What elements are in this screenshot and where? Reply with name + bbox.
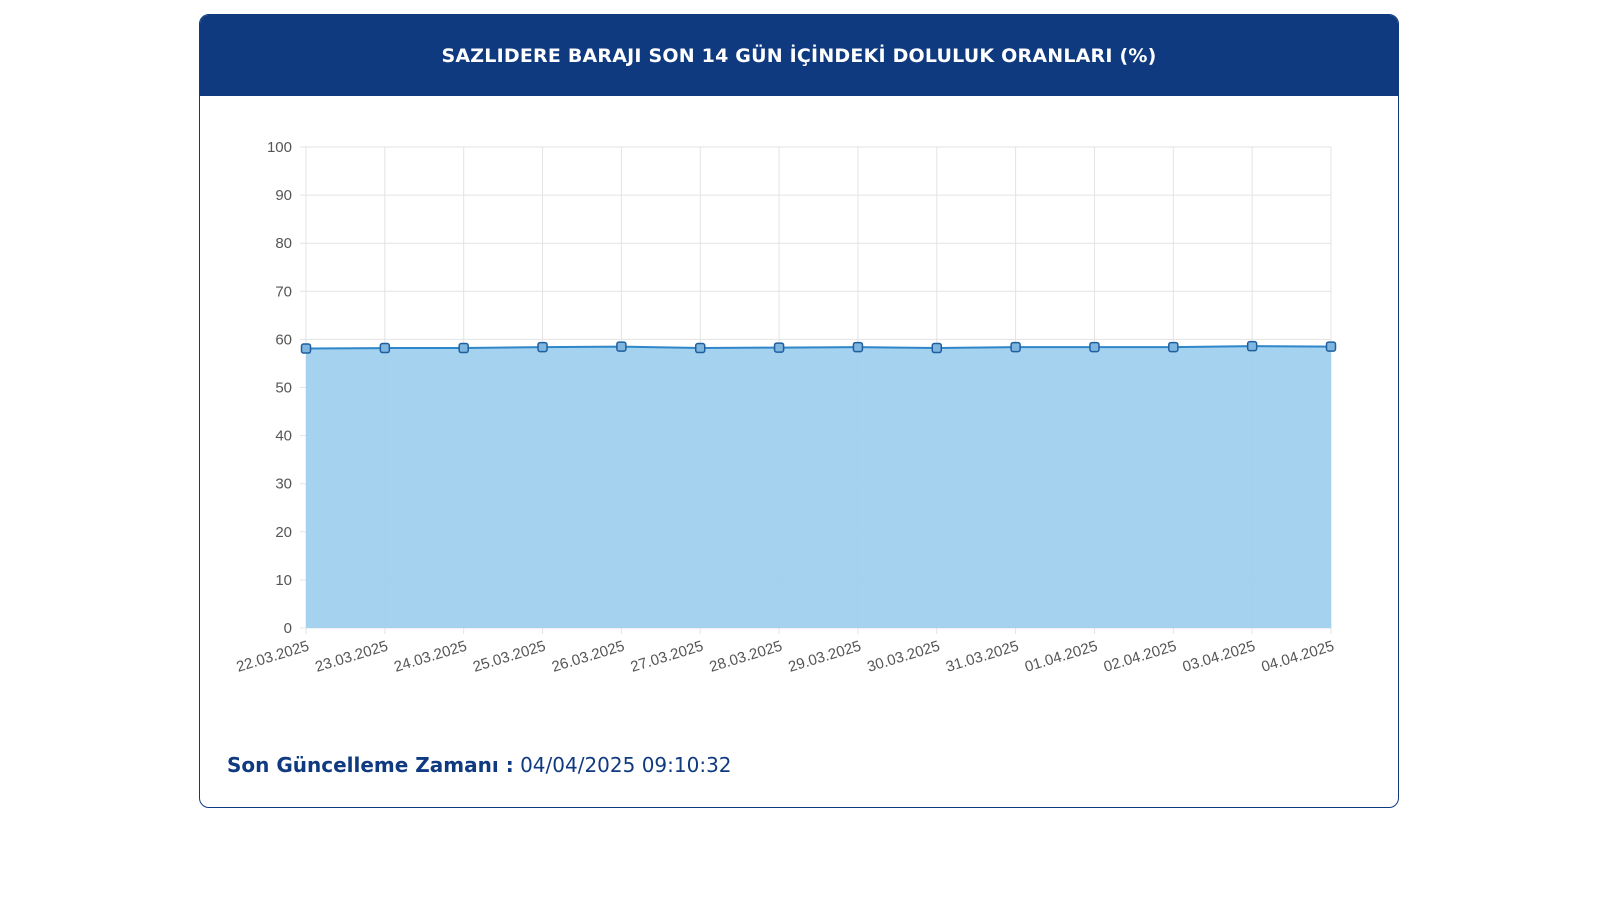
data-point[interactable]: [1168, 341, 1179, 353]
x-tick-label: 22.03.2025: [234, 638, 311, 676]
line-area-chart: 0 10 20 30 40 50 60 70 80 90 100 22.03.2025 23.03.2…: [234, 139, 1337, 676]
data-point[interactable]: [694, 342, 706, 354]
data-points: [300, 340, 1337, 354]
data-point[interactable]: [931, 342, 943, 354]
data-point[interactable]: [1010, 341, 1021, 353]
x-tick-label: 27.03.2025: [629, 638, 706, 676]
y-axis-labels: 0 10 20 30 40 50 60 70 80 90 100: [267, 139, 292, 637]
x-tick-label: 23.03.2025: [313, 638, 390, 676]
x-tick-label: 29.03.2025: [786, 638, 863, 676]
last-update-value: 04/04/2025 09:10:32: [520, 753, 732, 777]
x-tick-label: 04.04.2025: [1259, 638, 1336, 676]
data-point[interactable]: [300, 343, 312, 354]
y-tick-label: 100: [267, 139, 292, 156]
data-point[interactable]: [852, 341, 864, 353]
x-tick-label: 26.03.2025: [550, 638, 627, 676]
x-tick-label: 03.04.2025: [1181, 638, 1258, 676]
data-point[interactable]: [537, 341, 548, 353]
x-tick-label: 28.03.2025: [707, 638, 784, 676]
y-tick-label: 10: [275, 572, 292, 589]
last-update: Son Güncelleme Zamanı : 04/04/2025 09:10…: [227, 753, 732, 777]
y-tick-label: 60: [275, 331, 292, 348]
y-tick-label: 30: [275, 476, 292, 493]
x-tick-label: 31.03.2025: [944, 638, 1021, 676]
chart-area: 0 10 20 30 40 50 60 70 80 90 100 22.03.2025 23.03.2…: [200, 96, 1397, 736]
data-point[interactable]: [458, 342, 469, 354]
last-update-label: Son Güncelleme Zamanı :: [227, 753, 514, 777]
series-line: [305, 345, 1332, 350]
x-tick-label: 01.04.2025: [1023, 638, 1100, 676]
chart-card: SAZLIDERE BARAJI SON 14 GÜN İÇİNDEKİ DOL…: [199, 14, 1399, 808]
chart-fill: [305, 345, 1332, 628]
x-tick-label: 02.04.2025: [1102, 638, 1179, 676]
data-point[interactable]: [1325, 341, 1337, 352]
y-tick-label: 70: [275, 283, 292, 300]
data-point[interactable]: [1246, 340, 1258, 352]
y-tick-label: 50: [275, 380, 292, 397]
data-point[interactable]: [379, 342, 391, 354]
y-tick-label: 20: [275, 524, 292, 541]
chart-title: SAZLIDERE BARAJI SON 14 GÜN İÇİNDEKİ DOL…: [200, 15, 1398, 96]
x-tick-label: 25.03.2025: [471, 638, 548, 676]
x-axis-labels: 22.03.2025 23.03.2025 24.03.2025 25.03.2025…: [234, 638, 1336, 676]
x-tick-label: 24.03.2025: [392, 638, 469, 676]
data-point[interactable]: [1089, 341, 1100, 353]
data-point[interactable]: [616, 341, 627, 352]
x-tick-label: 30.03.2025: [865, 638, 942, 676]
y-tick-label: 0: [284, 620, 292, 637]
y-tick-label: 80: [275, 235, 292, 252]
data-point[interactable]: [773, 342, 785, 353]
y-tick-label: 90: [275, 187, 292, 204]
area-fill: [306, 346, 1331, 628]
y-tick-label: 40: [275, 428, 292, 445]
